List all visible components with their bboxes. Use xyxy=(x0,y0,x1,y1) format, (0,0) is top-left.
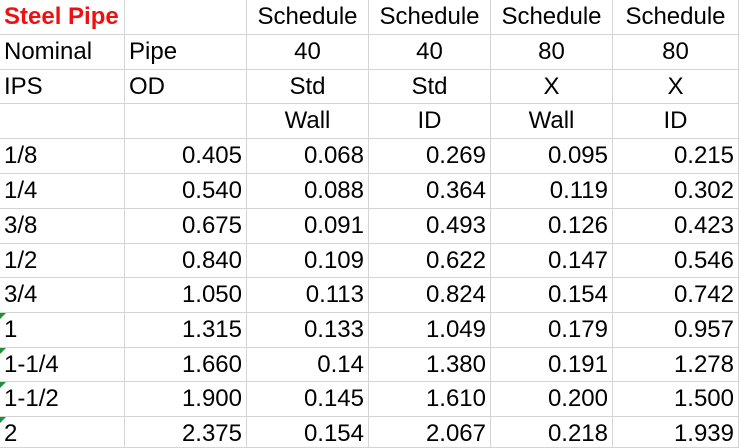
value-cell[interactable]: 1.610 xyxy=(369,382,491,417)
value-cell[interactable]: 0.622 xyxy=(369,244,491,278)
sheet-title[interactable]: Steel Pipe xyxy=(0,0,125,35)
header-cell[interactable]: ID xyxy=(613,104,739,139)
value-cell[interactable]: 1.278 xyxy=(613,348,739,382)
value-cell[interactable]: 0.068 xyxy=(247,139,369,174)
value-cell[interactable]: 1.500 xyxy=(613,382,739,417)
value-cell[interactable]: 0.493 xyxy=(369,209,491,244)
value-cell[interactable]: 0.154 xyxy=(491,278,613,313)
header-cell[interactable]: Wall xyxy=(247,104,369,139)
ips-cell[interactable]: 2 xyxy=(0,417,125,448)
value-cell[interactable]: 1.380 xyxy=(369,348,491,382)
value-cell[interactable]: 1.315 xyxy=(125,313,247,348)
header-cell[interactable]: Nominal xyxy=(0,35,125,70)
header-cell[interactable]: Wall xyxy=(491,104,613,139)
value-cell[interactable]: 0.133 xyxy=(247,313,369,348)
header-cell[interactable]: Pipe xyxy=(125,35,247,70)
value-cell[interactable]: 0.179 xyxy=(491,313,613,348)
value-cell[interactable]: 0.191 xyxy=(491,348,613,382)
ips-cell[interactable]: 1/8 xyxy=(0,139,125,174)
value-cell[interactable]: 0.675 xyxy=(125,209,247,244)
value-cell[interactable]: 1.900 xyxy=(125,382,247,417)
header-cell[interactable]: Std xyxy=(369,70,491,104)
value-cell[interactable]: 0.091 xyxy=(247,209,369,244)
value-cell[interactable]: 0.145 xyxy=(247,382,369,417)
value-cell[interactable]: 0.269 xyxy=(369,139,491,174)
ips-cell[interactable]: 3/8 xyxy=(0,209,125,244)
ips-cell[interactable]: 1-1/2 xyxy=(0,382,125,417)
header-cell[interactable]: Std xyxy=(247,70,369,104)
number-as-text-indicator-icon xyxy=(0,348,6,354)
header-cell[interactable]: Schedule xyxy=(613,0,739,35)
ips-cell[interactable]: 1/4 xyxy=(0,174,125,209)
value-cell[interactable]: 2.067 xyxy=(369,417,491,448)
value-cell[interactable]: 1.660 xyxy=(125,348,247,382)
value-cell[interactable]: 0.126 xyxy=(491,209,613,244)
value-cell[interactable]: 0.840 xyxy=(125,244,247,278)
ips-cell[interactable]: 1 xyxy=(0,313,125,348)
value-cell[interactable]: 0.423 xyxy=(613,209,739,244)
number-as-text-indicator-icon xyxy=(0,313,6,319)
ips-cell[interactable]: 3/4 xyxy=(0,278,125,313)
value-cell[interactable]: 0.405 xyxy=(125,139,247,174)
header-cell[interactable] xyxy=(125,0,247,35)
value-cell[interactable]: 2.375 xyxy=(125,417,247,448)
header-cell[interactable]: 80 xyxy=(613,35,739,70)
header-cell[interactable] xyxy=(125,104,247,139)
header-cell[interactable] xyxy=(0,104,125,139)
value-cell[interactable]: 0.957 xyxy=(613,313,739,348)
header-cell[interactable]: Schedule xyxy=(491,0,613,35)
value-cell[interactable]: 0.088 xyxy=(247,174,369,209)
header-cell[interactable]: ID xyxy=(369,104,491,139)
header-cell[interactable]: 40 xyxy=(247,35,369,70)
header-cell[interactable]: 80 xyxy=(491,35,613,70)
value-cell[interactable]: 0.14 xyxy=(247,348,369,382)
header-cell[interactable]: 40 xyxy=(369,35,491,70)
value-cell[interactable]: 0.364 xyxy=(369,174,491,209)
value-cell[interactable]: 0.742 xyxy=(613,278,739,313)
header-cell[interactable]: IPS xyxy=(0,70,125,104)
header-cell[interactable]: X xyxy=(491,70,613,104)
value-cell[interactable]: 0.113 xyxy=(247,278,369,313)
header-cell[interactable]: X xyxy=(613,70,739,104)
value-cell[interactable]: 1.050 xyxy=(125,278,247,313)
value-cell[interactable]: 0.119 xyxy=(491,174,613,209)
value-cell[interactable]: 0.824 xyxy=(369,278,491,313)
header-cell[interactable]: OD xyxy=(125,70,247,104)
value-cell[interactable]: 0.302 xyxy=(613,174,739,209)
value-cell[interactable]: 0.218 xyxy=(491,417,613,448)
value-cell[interactable]: 0.154 xyxy=(247,417,369,448)
number-as-text-indicator-icon xyxy=(0,417,6,423)
value-cell[interactable]: 0.095 xyxy=(491,139,613,174)
value-cell[interactable]: 1.049 xyxy=(369,313,491,348)
value-cell[interactable]: 0.215 xyxy=(613,139,739,174)
number-as-text-indicator-icon xyxy=(0,382,6,388)
ips-cell[interactable]: 1-1/4 xyxy=(0,348,125,382)
value-cell[interactable]: 0.546 xyxy=(613,244,739,278)
header-cell[interactable]: Schedule xyxy=(247,0,369,35)
value-cell[interactable]: 0.540 xyxy=(125,174,247,209)
value-cell[interactable]: 0.109 xyxy=(247,244,369,278)
header-cell[interactable]: Schedule xyxy=(369,0,491,35)
value-cell[interactable]: 0.147 xyxy=(491,244,613,278)
ips-cell[interactable]: 1/2 xyxy=(0,244,125,278)
value-cell[interactable]: 1.939 xyxy=(613,417,739,448)
value-cell[interactable]: 0.200 xyxy=(491,382,613,417)
